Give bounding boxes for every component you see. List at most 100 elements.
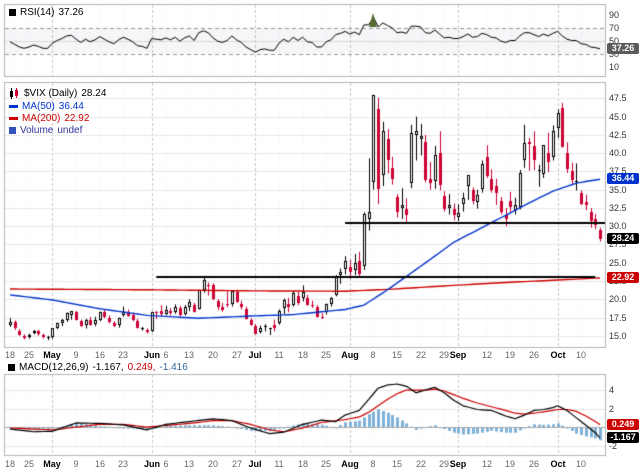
x-axis-tick-mid: 11 (274, 350, 284, 360)
x-axis-tick-bottom: Oct (550, 459, 566, 469)
price-axis-tick: 42.5 (609, 130, 627, 140)
ma50-badge: 36.44 (607, 173, 639, 184)
x-axis-tick-bottom: 12 (481, 459, 493, 469)
macd-legend: MACD(12,26,9) -1.167, 0.249, -1.416 (8, 362, 188, 373)
x-axis-tick-mid: 6 (163, 350, 169, 360)
x-axis-tick-mid: 27 (231, 350, 243, 360)
volume-label: Volume (20, 125, 54, 136)
x-axis-tick-mid: 9 (73, 350, 79, 360)
x-axis-tick-bottom: 13 (183, 459, 195, 469)
rsi-axis-tick: 10 (609, 62, 620, 72)
rsi-axis-tick: 30 (609, 49, 620, 59)
price-axis-tick: 15.0 (609, 331, 627, 341)
x-axis-tick-bottom: 19 (504, 459, 516, 469)
price-axis-tick: 30.0 (609, 221, 627, 231)
volume-legend: Volume undef (9, 125, 82, 136)
macd-legend-label: MACD(12,26,9) (19, 362, 89, 373)
x-axis-tick-mid: 10 (575, 350, 587, 360)
ma50-value: 36.44 (58, 101, 84, 112)
volume-chip (9, 127, 16, 134)
price-axis-tick: 17.5 (609, 313, 627, 323)
x-axis-tick-mid: 18 (297, 350, 309, 360)
price-axis-tick: 35.0 (609, 185, 627, 195)
rsi-legend: RSI(14) 37.26 (9, 7, 83, 18)
x-axis-tick-mid: 25 (320, 350, 332, 360)
x-axis-tick-mid: Aug (341, 350, 359, 360)
ma50-label: MA(50) (22, 101, 55, 112)
x-axis-tick-bottom: 8 (370, 459, 376, 469)
x-axis-tick-mid: Jul (248, 350, 262, 360)
x-axis-tick-bottom: 18 (297, 459, 309, 469)
rsi-badge: 37.26 (607, 43, 639, 54)
x-axis-tick-bottom: 20 (207, 459, 219, 469)
rsi-legend-label: RSI(14) (20, 7, 55, 18)
x-axis-tick-bottom: 11 (274, 459, 284, 469)
x-axis-tick-bottom: 25 (320, 459, 332, 469)
price-axis-tick: 20.0 (609, 294, 627, 304)
macd-line-chip (8, 364, 15, 371)
macd-axis-tick: -2 (609, 441, 618, 451)
macd-signal-value: 0.249, (127, 362, 156, 373)
macd-hist-value: -1.416 (159, 362, 188, 373)
rsi-axis-tick: 50 (609, 36, 620, 46)
x-axis-tick-mid: Sep (449, 350, 467, 360)
macd-line-value: -1.167, (92, 362, 124, 373)
ma200-badge: 22.92 (607, 272, 639, 283)
macd-badge: -1.167 (607, 432, 639, 443)
price-axis-tick: 25.0 (609, 258, 627, 268)
x-axis-tick-mid: 20 (207, 350, 219, 360)
rsi-axis-tick: 70 (609, 23, 620, 33)
price-axis-tick: 45.0 (609, 112, 627, 122)
macd-axis-tick: 4 (609, 385, 615, 395)
ma200-legend: MA(200) 22.92 (9, 113, 89, 124)
ma200-line-chip (9, 117, 18, 120)
price-axis-tick: 40.0 (609, 148, 627, 158)
ma50-line-chip (9, 105, 18, 108)
symbol-last-value: 28.24 (81, 88, 107, 99)
x-axis-tick-mid: 19 (504, 350, 516, 360)
x-axis-tick-mid: 16 (94, 350, 106, 360)
x-axis-tick-mid: 25 (23, 350, 35, 360)
x-axis-tick-bottom: 29 (438, 459, 450, 469)
x-axis-tick-mid: 12 (481, 350, 493, 360)
x-axis-tick-bottom: 9 (73, 459, 79, 469)
x-axis-tick-bottom: Jul (248, 459, 262, 469)
price-axis-tick: 32.5 (609, 203, 627, 213)
x-axis-tick-bottom: 18 (4, 459, 16, 469)
candlestick-icon (10, 88, 18, 99)
x-axis-tick-mid: 13 (183, 350, 195, 360)
price-axis-tick: 37.5 (609, 166, 627, 176)
x-axis-tick-mid: Jun (143, 350, 161, 360)
x-axis-tick-bottom: Sep (449, 459, 467, 469)
macd-axis-tick: 2 (609, 404, 615, 414)
x-axis-tick-bottom: 6 (163, 459, 169, 469)
ma50-legend: MA(50) 36.44 (9, 101, 84, 112)
symbol-label: $VIX (Daily) (24, 88, 78, 99)
volume-value: undef (57, 125, 83, 136)
x-axis-tick-bottom: 22 (415, 459, 427, 469)
x-axis-tick-bottom: 26 (528, 459, 540, 469)
x-axis-tick-mid: 18 (4, 350, 16, 360)
x-axis-tick-bottom: May (43, 459, 61, 469)
x-axis-tick-bottom: Aug (341, 459, 359, 469)
x-axis-tick-bottom: 23 (117, 459, 129, 469)
x-axis-tick-mid: 26 (528, 350, 540, 360)
x-axis-tick-mid: May (43, 350, 61, 360)
rsi-legend-value: 37.26 (58, 7, 84, 18)
x-axis-tick-mid: 22 (415, 350, 427, 360)
rsi-line-chip (9, 9, 16, 16)
x-axis-tick-bottom: 15 (391, 459, 403, 469)
close-badge: 28.24 (607, 233, 639, 244)
x-axis-tick-mid: 15 (391, 350, 403, 360)
ma200-value: 22.92 (64, 113, 90, 124)
signal-badge: 0.249 (607, 419, 639, 430)
x-axis-tick-bottom: 25 (23, 459, 35, 469)
x-axis-tick-mid: Oct (550, 350, 566, 360)
x-axis-tick-mid: 23 (117, 350, 129, 360)
rsi-axis-tick: 90 (609, 10, 620, 20)
x-axis-tick-mid: 8 (370, 350, 376, 360)
x-axis-tick-bottom: 27 (231, 459, 243, 469)
ma200-label: MA(200) (22, 113, 61, 124)
